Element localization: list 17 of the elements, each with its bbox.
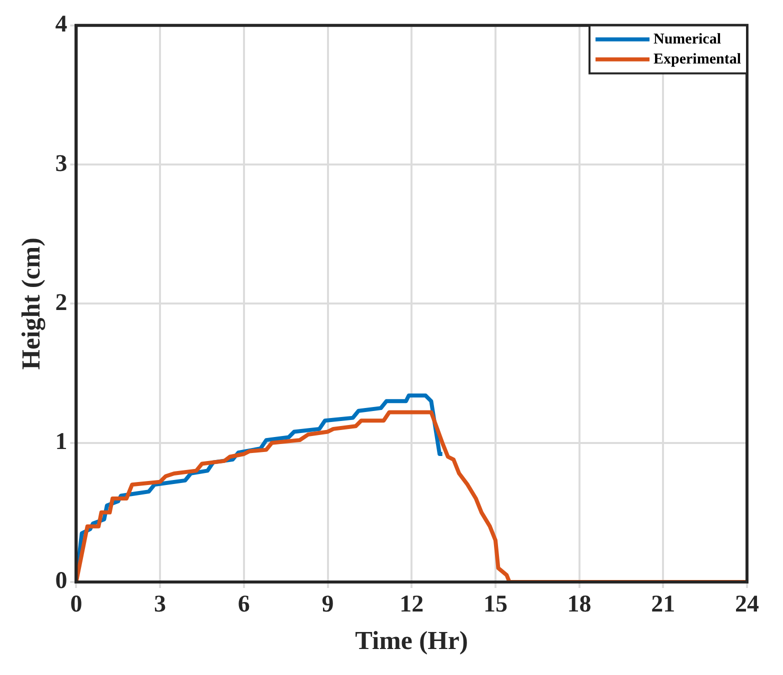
x-tick-label: 6 bbox=[238, 592, 250, 618]
legend-label: Numerical bbox=[654, 31, 721, 48]
x-tick-label: 3 bbox=[154, 592, 166, 618]
y-tick-label: 4 bbox=[55, 12, 68, 38]
x-tick-label: 18 bbox=[567, 592, 592, 618]
x-tick-label: 24 bbox=[735, 592, 759, 618]
y-tick-label: 3 bbox=[55, 150, 68, 177]
y-tick-label: 2 bbox=[55, 290, 68, 316]
legend-label: Experimental bbox=[654, 51, 742, 68]
x-tick-label: 15 bbox=[483, 592, 508, 618]
y-axis-title: Height (cm) bbox=[16, 238, 46, 370]
x-tick-label: 9 bbox=[322, 592, 334, 618]
x-tick-label: 12 bbox=[400, 592, 424, 618]
x-tick-label: 21 bbox=[651, 592, 676, 618]
x-axis-title: Time (Hr) bbox=[355, 626, 468, 656]
y-tick-label: 1 bbox=[55, 429, 68, 456]
y-tick-label: 0 bbox=[55, 568, 68, 594]
